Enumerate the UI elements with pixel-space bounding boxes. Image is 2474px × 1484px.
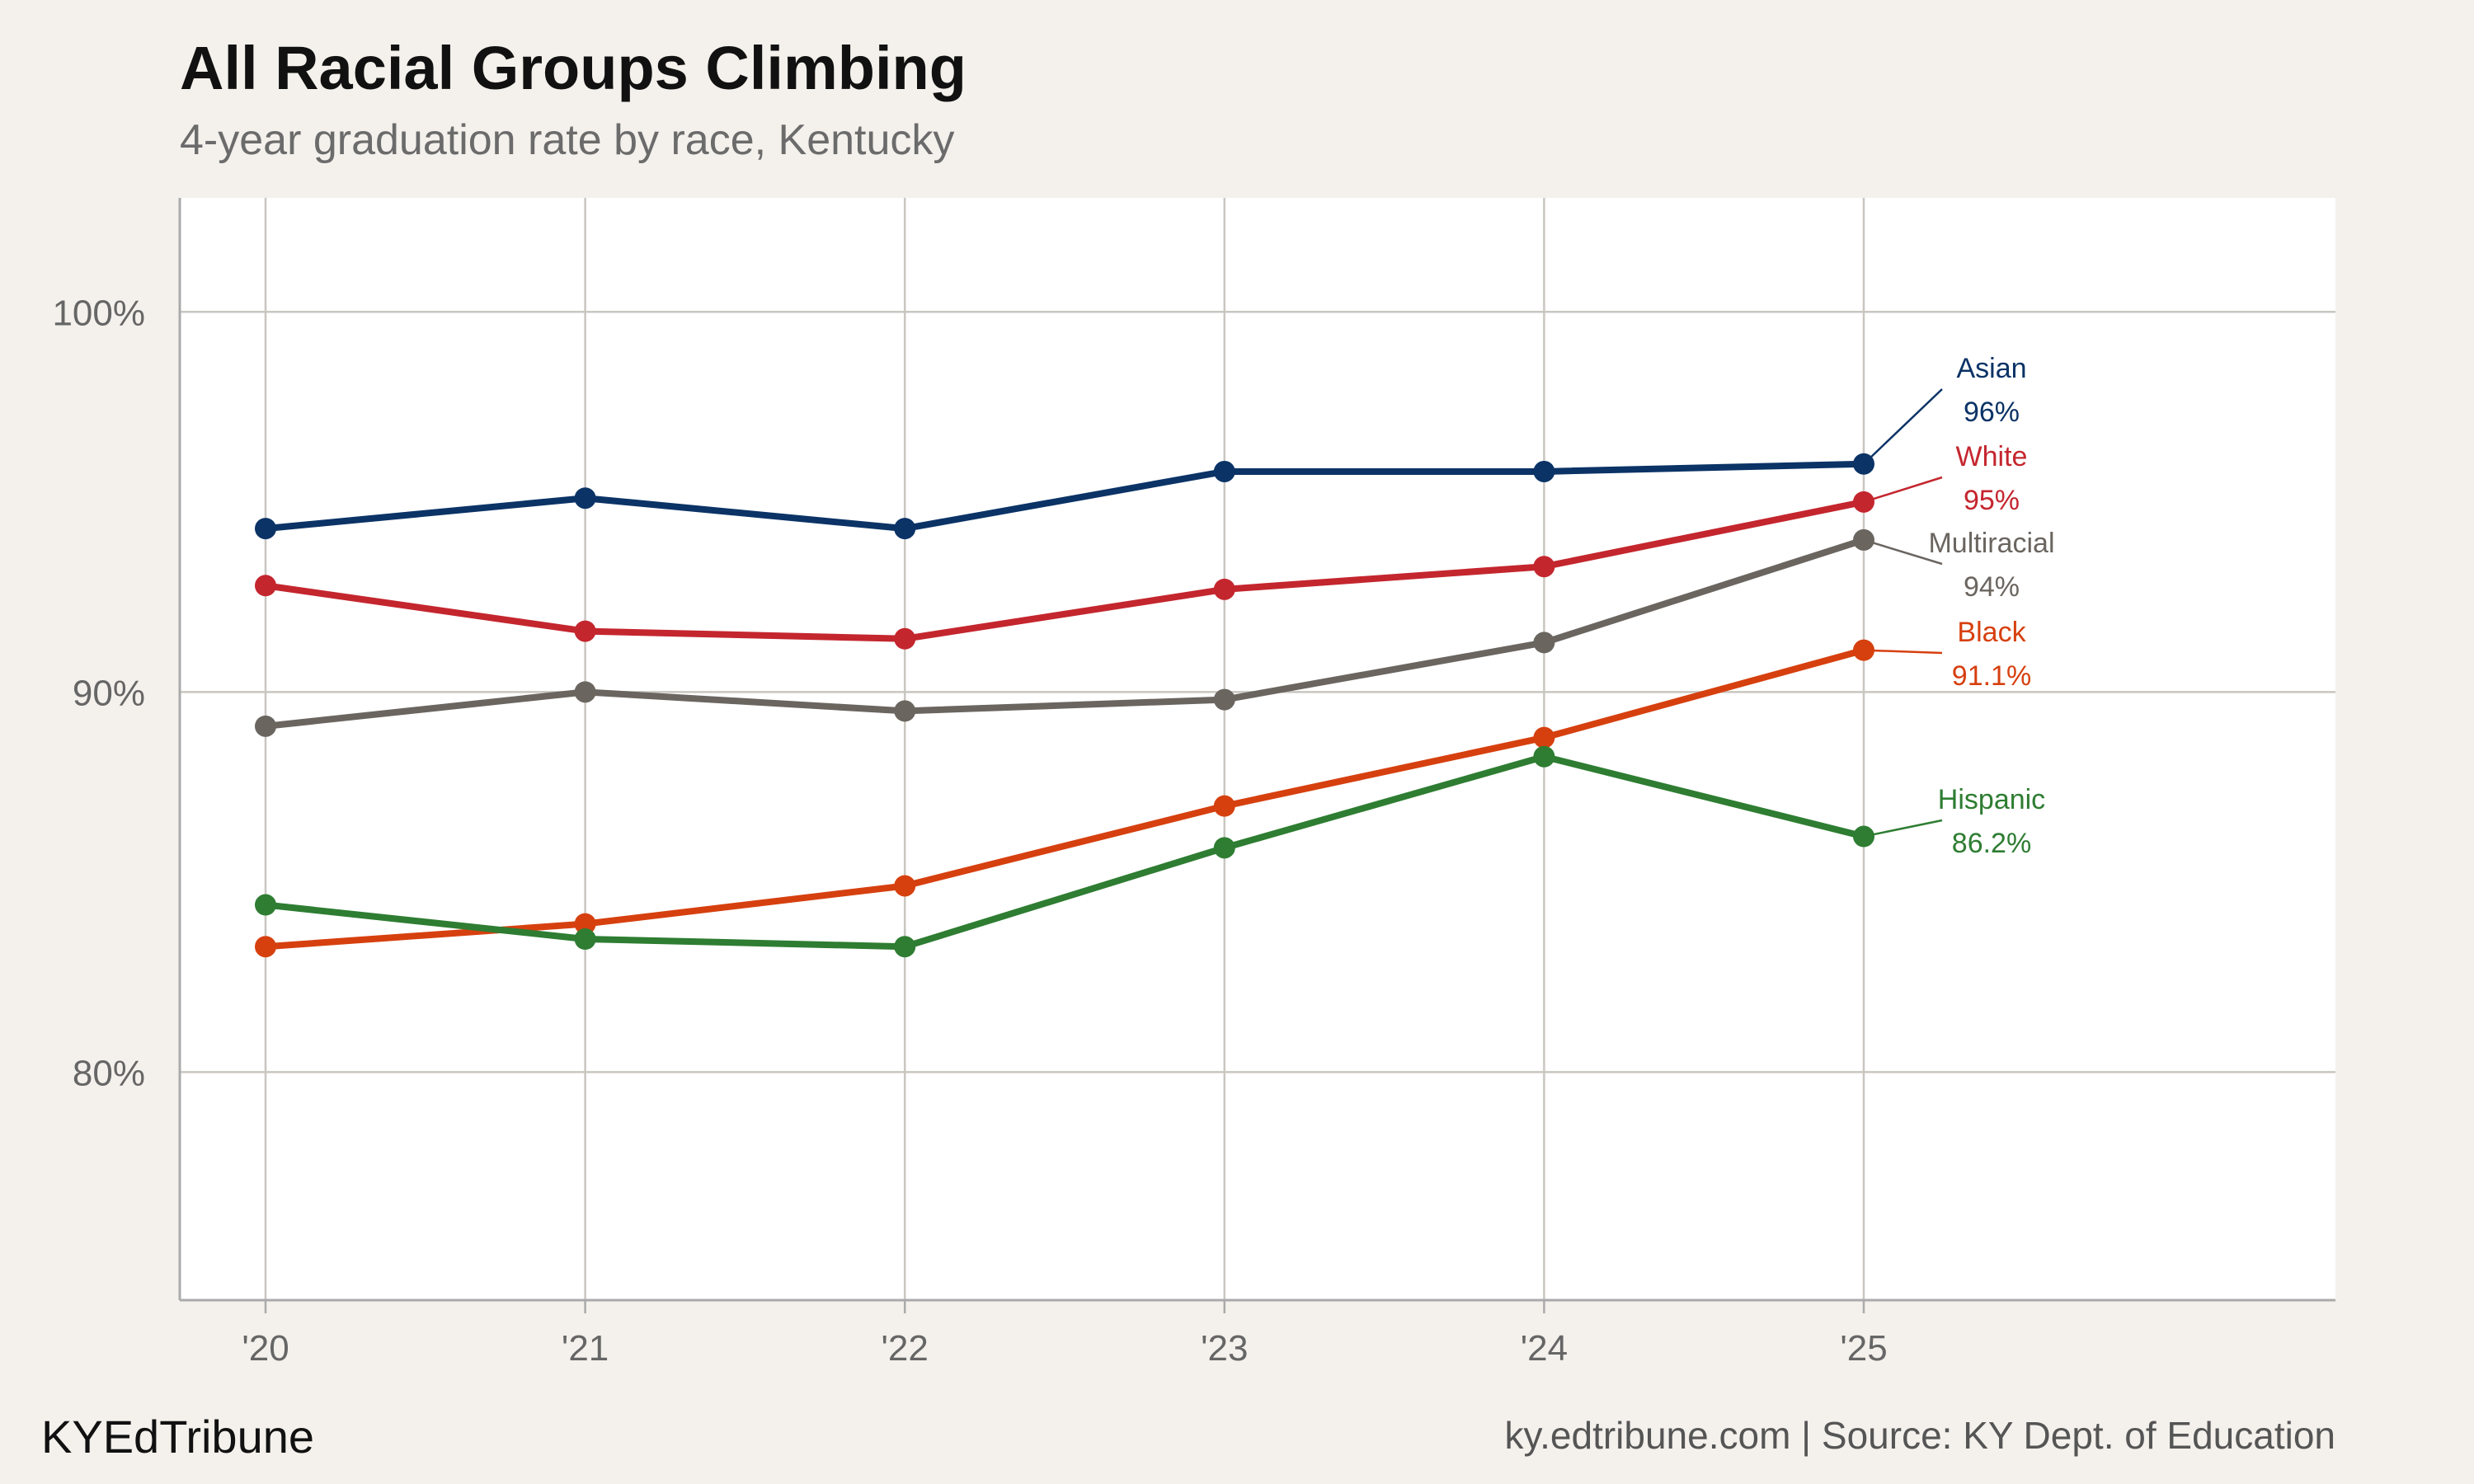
series-line-white bbox=[262, 498, 1867, 642]
series-label-white: White bbox=[1956, 441, 2028, 472]
leader-line-multiracial bbox=[1863, 538, 1943, 566]
series-label-hispanic: Hispanic bbox=[1938, 784, 2045, 815]
data-point-hispanic bbox=[255, 894, 276, 916]
data-point-asian bbox=[1213, 460, 1235, 482]
data-point-black bbox=[255, 936, 276, 958]
data-point-hispanic bbox=[1533, 745, 1555, 768]
chart-subtitle: 4-year graduation rate by race, Kentucky bbox=[180, 116, 955, 164]
source-credit: ky.edtribune.com | Source: KY Dept. of E… bbox=[1504, 1414, 2335, 1457]
series-label-multiracial: Multiracial bbox=[1928, 528, 2054, 559]
data-point-asian bbox=[255, 518, 276, 540]
series-line-asian bbox=[262, 460, 1867, 533]
series-value-label-black: 91.1% bbox=[1952, 660, 2031, 692]
data-point-multiracial bbox=[1213, 688, 1235, 711]
data-point-white bbox=[894, 627, 916, 650]
data-point-black bbox=[1213, 795, 1235, 817]
series-label-asian: Asian bbox=[1956, 353, 2026, 384]
plot-background bbox=[180, 198, 2335, 1300]
leader-line-asian bbox=[1863, 388, 1943, 465]
data-point-asian bbox=[894, 518, 916, 540]
x-tick-label: '23 bbox=[1201, 1328, 1248, 1369]
x-tick-label: '22 bbox=[882, 1328, 929, 1369]
leader-line-hispanic bbox=[1863, 819, 1943, 838]
chart-title: All Racial Groups Climbing bbox=[180, 34, 967, 102]
series-value-label-asian: 96% bbox=[1964, 397, 2020, 428]
y-tick-label: 80% bbox=[73, 1053, 145, 1093]
data-point-white bbox=[1533, 556, 1555, 578]
data-point-black bbox=[894, 875, 916, 897]
series-line-hispanic bbox=[262, 753, 1867, 951]
data-point-multiracial bbox=[255, 715, 276, 737]
series-label-black: Black bbox=[1957, 617, 2026, 648]
data-point-black bbox=[1533, 726, 1555, 749]
data-point-black bbox=[574, 913, 596, 935]
y-tick-label: 90% bbox=[73, 673, 145, 713]
y-tick-label: 100% bbox=[52, 293, 145, 333]
x-tick-label: '21 bbox=[562, 1328, 609, 1369]
x-tick-label: '24 bbox=[1521, 1328, 1568, 1369]
series-line-multiracial bbox=[262, 536, 1867, 730]
leader-line-white bbox=[1863, 476, 1943, 504]
series-line-black bbox=[262, 646, 1867, 951]
series-value-label-multiracial: 94% bbox=[1964, 571, 2020, 603]
leader-line-black bbox=[1863, 649, 1943, 655]
data-point-multiracial bbox=[1533, 632, 1555, 654]
data-point-hispanic bbox=[894, 936, 916, 958]
data-point-multiracial bbox=[574, 681, 596, 703]
data-point-asian bbox=[574, 487, 596, 510]
data-point-white bbox=[574, 620, 596, 642]
data-point-multiracial bbox=[894, 700, 916, 722]
data-point-hispanic bbox=[574, 928, 596, 951]
series-value-label-white: 95% bbox=[1964, 485, 2020, 516]
brand-logo-text: KYEdTribune bbox=[41, 1411, 314, 1463]
data-point-white bbox=[1213, 578, 1235, 600]
data-point-asian bbox=[1533, 460, 1555, 482]
x-tick-label: '25 bbox=[1840, 1328, 1887, 1369]
series-value-label-hispanic: 86.2% bbox=[1952, 828, 2031, 859]
data-point-hispanic bbox=[1213, 837, 1235, 859]
plot-area: 80% 90% 100% '20 '21 '22 '23 '24 '25 Asian 96% Whit… bbox=[52, 198, 2335, 1369]
x-tick-label: '20 bbox=[242, 1328, 289, 1369]
data-point-white bbox=[255, 575, 276, 597]
